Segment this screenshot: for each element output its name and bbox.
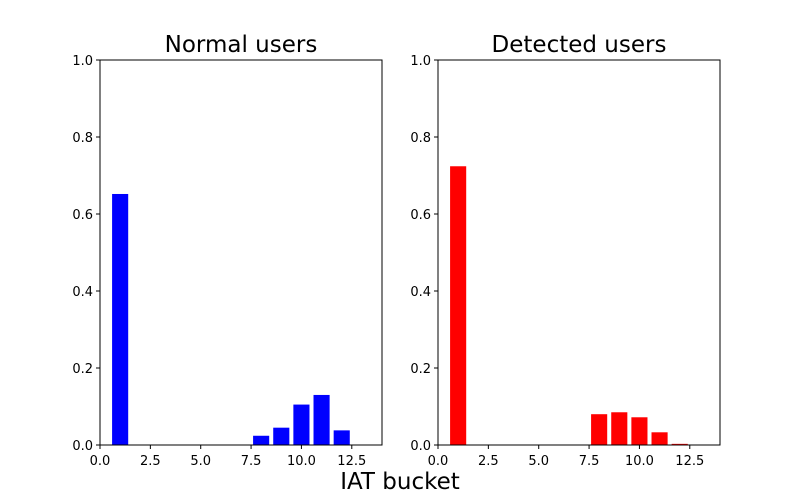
bar-9 bbox=[273, 427, 290, 445]
x-tick-label: 5.0 bbox=[190, 454, 211, 469]
x-tick-label: 10.0 bbox=[287, 454, 316, 469]
x-tick-label: 0.0 bbox=[428, 454, 449, 469]
bar-1 bbox=[112, 193, 129, 445]
x-tick-label: 12.5 bbox=[675, 454, 704, 469]
bar-10 bbox=[631, 417, 648, 445]
subplot-detected-users: Detected users 0.0 2.5 5.0 7.5 10.0 12.5 0.0 0.… bbox=[410, 32, 721, 469]
subplot-title: Normal users bbox=[165, 32, 318, 58]
y-tick-label: 0.4 bbox=[72, 285, 93, 300]
y-tick-label: 0.8 bbox=[410, 131, 431, 146]
y-tick-label: 0.2 bbox=[410, 362, 431, 377]
x-tick-label: 7.5 bbox=[579, 454, 600, 469]
bar-11 bbox=[313, 394, 330, 445]
y-tick-label: 0.2 bbox=[72, 362, 93, 377]
bar-10 bbox=[293, 404, 310, 445]
x-tick-label: 0.0 bbox=[90, 454, 111, 469]
axes-frame bbox=[99, 59, 383, 446]
bar-9 bbox=[611, 412, 628, 445]
bar-8 bbox=[253, 435, 270, 445]
x-tick-label: 12.5 bbox=[337, 454, 366, 469]
x-tick-label: 5.0 bbox=[528, 454, 549, 469]
x-tick-label: 2.5 bbox=[140, 454, 161, 469]
x-tick-label: 2.5 bbox=[478, 454, 499, 469]
x-tick-label: 7.5 bbox=[241, 454, 262, 469]
bar-1 bbox=[450, 166, 467, 445]
y-tick-label: 0.6 bbox=[72, 208, 93, 223]
y-tick-label: 1.0 bbox=[72, 54, 93, 69]
figure-x-axis-label: IAT bucket bbox=[340, 469, 460, 495]
y-tick-label: 0.0 bbox=[410, 439, 431, 454]
subplot-normal-users: Normal users 0.0 2.5 5.0 7.5 10.0 12.5 0.0 0.2 0… bbox=[72, 32, 383, 469]
y-tick-label: 1.0 bbox=[410, 54, 431, 69]
x-tick-label: 10.0 bbox=[625, 454, 654, 469]
bar-12 bbox=[333, 430, 350, 445]
bar-series bbox=[450, 166, 688, 445]
bar-series bbox=[112, 193, 350, 445]
axes-frame bbox=[437, 59, 721, 446]
y-tick-label: 0.8 bbox=[72, 131, 93, 146]
bar-11 bbox=[651, 432, 668, 445]
y-tick-label: 0.6 bbox=[410, 208, 431, 223]
bar-12 bbox=[671, 443, 688, 445]
y-tick-label: 0.0 bbox=[72, 439, 93, 454]
subplot-title: Detected users bbox=[492, 32, 667, 58]
y-tick-label: 0.4 bbox=[410, 285, 431, 300]
bar-8 bbox=[591, 414, 608, 445]
